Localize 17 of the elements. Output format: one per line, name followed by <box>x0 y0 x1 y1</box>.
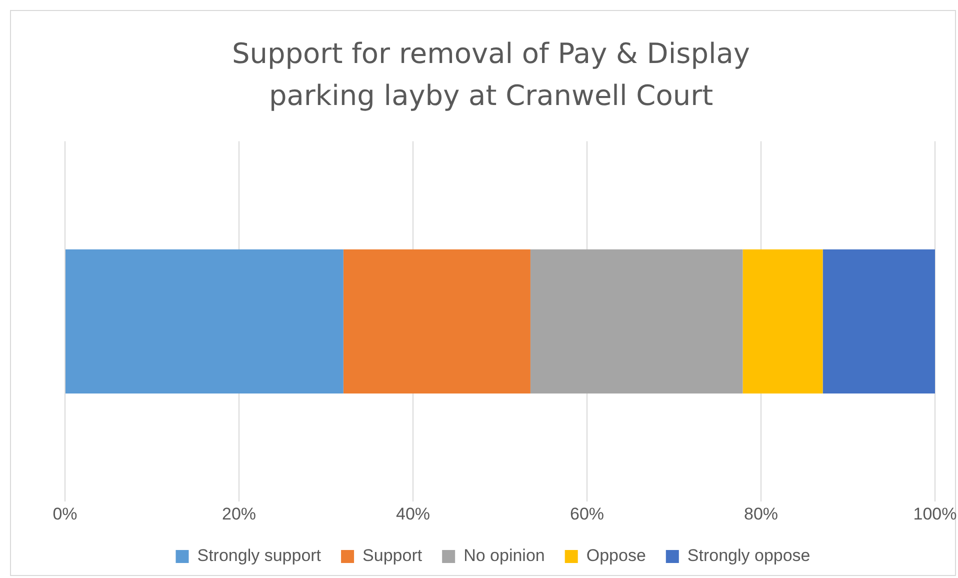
bar <box>822 249 935 394</box>
legend-label: Oppose <box>586 546 646 566</box>
x-tick-label: 100% <box>913 504 957 524</box>
x-tick-label: 60% <box>570 504 604 524</box>
bar <box>742 249 823 394</box>
bar <box>343 249 530 394</box>
legend-label: Strongly support <box>197 546 322 566</box>
x-tick-label: 20% <box>222 504 256 524</box>
x-tick-label: 40% <box>396 504 430 524</box>
bar <box>530 249 743 394</box>
legend-label: Support <box>362 546 422 566</box>
legend-label: Strongly oppose <box>687 546 810 566</box>
bar <box>66 249 344 394</box>
legend-label: No opinion <box>464 546 545 566</box>
x-tick-label: 0% <box>52 504 78 524</box>
x-tick-label: 80% <box>744 504 778 524</box>
chart-title: Support for removal of Pay & Display parking layby at Cranwell Court <box>230 36 751 114</box>
